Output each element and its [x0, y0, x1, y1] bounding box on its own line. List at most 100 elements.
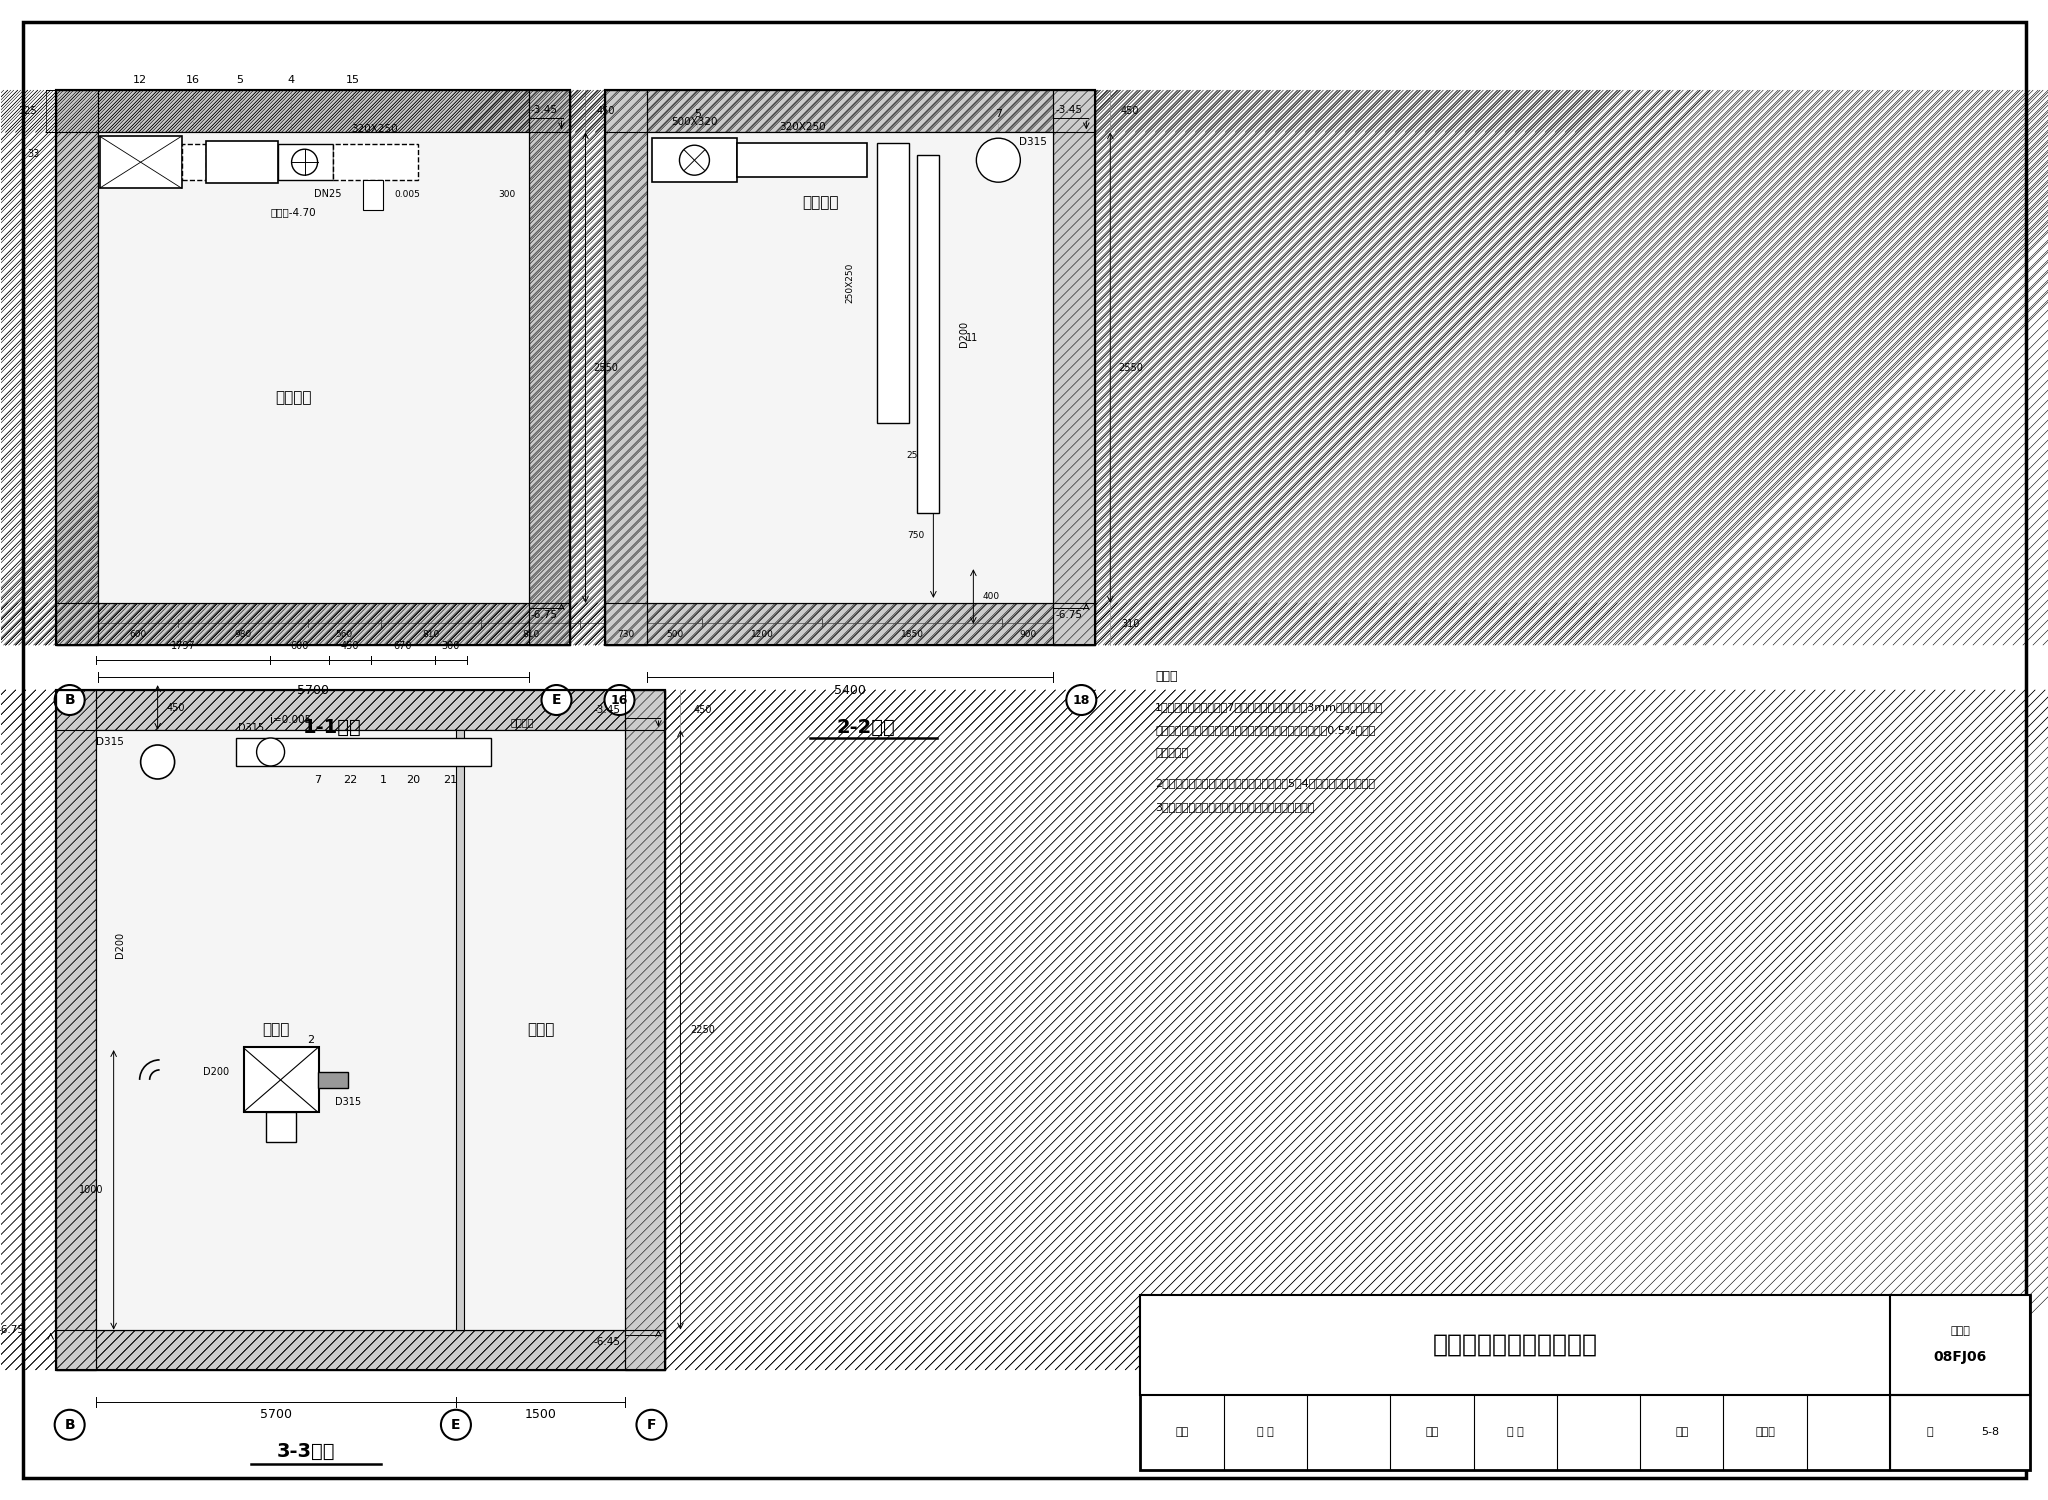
Text: 325: 325	[18, 106, 37, 116]
Text: 320X250: 320X250	[778, 122, 825, 132]
Bar	[606, 90, 1096, 132]
Bar	[362, 180, 383, 210]
Text: 250: 250	[907, 452, 924, 460]
Text: 1797: 1797	[170, 640, 195, 651]
Bar	[266, 1112, 295, 1142]
Text: 22: 22	[344, 776, 358, 784]
Text: 3-3剖面: 3-3剖面	[276, 1443, 334, 1461]
Bar	[55, 690, 666, 1370]
Text: 450: 450	[340, 640, 358, 651]
Text: 600: 600	[129, 630, 145, 639]
Text: 2250: 2250	[690, 1024, 715, 1035]
Text: D315: D315	[96, 736, 123, 747]
Bar	[625, 690, 666, 1370]
Text: 21: 21	[444, 776, 457, 784]
Text: -6.75: -6.75	[0, 1324, 25, 1335]
Bar	[606, 90, 1096, 645]
Text: 坡向室外。: 坡向室外。	[1155, 748, 1188, 758]
Circle shape	[977, 138, 1020, 182]
Text: 320X250: 320X250	[352, 124, 397, 134]
Bar	[1053, 90, 1096, 645]
Bar	[205, 141, 279, 183]
Bar	[1053, 90, 1096, 645]
Text: D200: D200	[115, 932, 125, 958]
Text: -3.45: -3.45	[1055, 105, 1081, 116]
Bar	[55, 690, 666, 1370]
Circle shape	[256, 738, 285, 766]
Text: 810: 810	[422, 630, 438, 639]
Text: 20: 20	[406, 776, 420, 784]
Bar	[653, 138, 737, 182]
Text: 7: 7	[995, 110, 1001, 118]
Bar	[98, 132, 528, 603]
Text: 15: 15	[346, 75, 360, 86]
Text: 2-2剖面: 2-2剖面	[836, 717, 895, 736]
Text: 250X250: 250X250	[846, 262, 854, 303]
Text: D315: D315	[238, 723, 264, 734]
Bar	[606, 603, 1096, 645]
Bar	[236, 738, 492, 766]
Text: 5400: 5400	[834, 684, 866, 696]
Circle shape	[637, 1410, 666, 1440]
Bar	[528, 90, 571, 645]
Bar	[606, 603, 1096, 645]
Bar	[1141, 1294, 2030, 1395]
Text: 5: 5	[236, 75, 244, 86]
Text: 审核: 审核	[1176, 1428, 1188, 1437]
Text: D200: D200	[958, 321, 969, 346]
Text: 进风机房: 进风机房	[803, 195, 840, 210]
Circle shape	[440, 1410, 471, 1440]
Text: 16: 16	[186, 75, 199, 86]
Text: D200: D200	[203, 1066, 229, 1077]
Circle shape	[291, 148, 317, 176]
Text: 3: 3	[930, 468, 936, 478]
Bar	[877, 142, 909, 423]
Text: F: F	[647, 1418, 655, 1432]
Text: 1850: 1850	[901, 630, 924, 639]
Text: D315: D315	[322, 740, 348, 748]
Text: 670: 670	[393, 640, 412, 651]
Bar	[55, 690, 666, 730]
Text: DN25: DN25	[313, 189, 342, 200]
Text: 980: 980	[233, 630, 252, 639]
Text: 1: 1	[381, 776, 387, 784]
Text: 500X320: 500X320	[672, 117, 717, 128]
Text: 1000: 1000	[80, 1185, 104, 1196]
Text: 2550: 2550	[1118, 363, 1143, 372]
Bar	[55, 1330, 666, 1370]
Bar	[1141, 1294, 2030, 1470]
Text: 进风机房: 进风机房	[274, 390, 311, 405]
Text: 1-1剖面: 1-1剖面	[303, 717, 362, 736]
Text: 11: 11	[967, 333, 979, 344]
Text: 2: 2	[307, 1035, 313, 1046]
Bar	[332, 144, 418, 180]
Text: 5: 5	[694, 110, 700, 118]
Text: 450: 450	[166, 702, 184, 712]
Bar	[55, 90, 98, 645]
Text: 扩散室: 扩散室	[526, 1023, 555, 1038]
Circle shape	[55, 686, 84, 716]
Text: 刘 冰: 刘 冰	[1507, 1428, 1524, 1437]
Text: 张 嵬: 张 嵬	[1257, 1428, 1274, 1437]
Bar	[100, 136, 182, 188]
Text: 300: 300	[498, 189, 516, 198]
Bar	[606, 90, 1096, 645]
Bar	[55, 690, 96, 1370]
Text: 400: 400	[983, 592, 999, 602]
Bar	[55, 90, 571, 645]
Text: B: B	[63, 693, 76, 706]
Text: 900: 900	[1020, 630, 1036, 639]
Text: -6.75: -6.75	[530, 610, 557, 620]
Bar	[55, 690, 96, 1370]
Bar	[606, 90, 1096, 132]
Text: D315: D315	[334, 1096, 360, 1107]
Circle shape	[141, 746, 174, 778]
Bar	[244, 1047, 319, 1112]
Bar	[457, 730, 465, 1330]
Text: -6.75: -6.75	[1055, 610, 1081, 620]
Circle shape	[604, 686, 635, 716]
Bar	[647, 132, 1053, 603]
Text: 5-8: 5-8	[1980, 1428, 1999, 1437]
Text: 5700: 5700	[260, 1408, 291, 1422]
Text: 页: 页	[1927, 1428, 1933, 1437]
